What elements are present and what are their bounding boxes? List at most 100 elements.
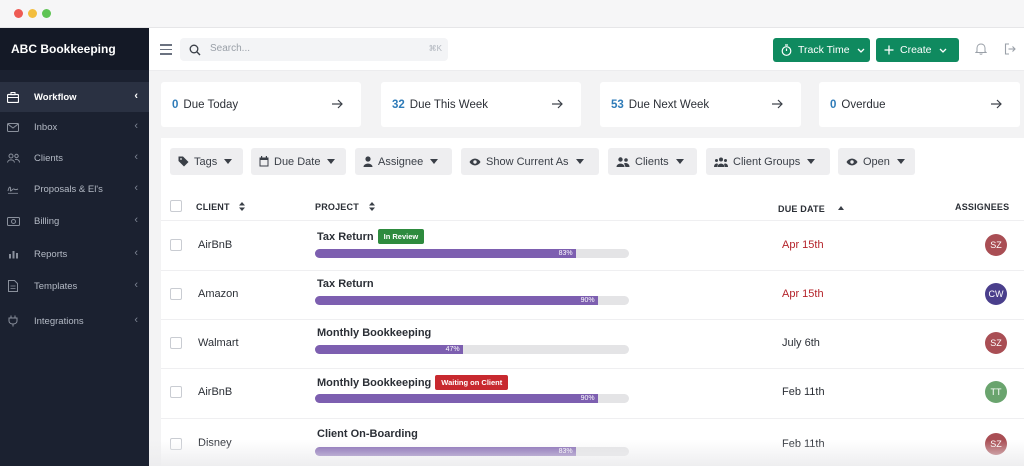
arrow-right-icon[interactable]: [327, 94, 347, 114]
due-date: Apr 15th: [782, 288, 824, 300]
row-checkbox[interactable]: [170, 386, 182, 398]
project-name[interactable]: Tax Return In Review: [317, 229, 425, 244]
project-name[interactable]: Monthly Bookkeeping Waiting on Client: [317, 375, 509, 390]
column-header-label: PROJECT: [315, 202, 359, 212]
column-header-project[interactable]: PROJECT: [315, 202, 375, 213]
summary-card-due-today[interactable]: 0 Due Today: [161, 82, 361, 127]
summary-card-due-next-week[interactable]: 53 Due Next Week: [600, 82, 801, 127]
arrow-right-icon[interactable]: [986, 94, 1006, 114]
maximize-window-button[interactable]: [42, 9, 51, 18]
sidebar-item-label: Clients: [34, 152, 64, 164]
summary-label: Overdue: [841, 98, 886, 111]
sidebar-item-label: Billing: [34, 215, 60, 227]
sidebar-item-label: Workflow: [34, 91, 77, 103]
avatar[interactable]: SZ: [985, 234, 1007, 256]
arrow-right-icon[interactable]: [547, 94, 567, 114]
logout-icon[interactable]: [1004, 42, 1016, 60]
select-all-checkbox[interactable]: [170, 200, 182, 212]
sort-icon: [239, 202, 246, 213]
summary-count: 32: [392, 98, 405, 111]
client-name[interactable]: Disney: [198, 437, 232, 449]
menu-icon[interactable]: [160, 44, 172, 55]
stopwatch-icon: [781, 44, 792, 56]
progress-label: 90%: [580, 297, 595, 304]
filter-label: Open: [863, 155, 890, 168]
summary-label: Due Today: [183, 98, 239, 111]
due-date: July 6th: [782, 337, 820, 349]
progress-fill: 90%: [315, 296, 598, 305]
sidebar-item-reports[interactable]: Reports ‹: [0, 239, 149, 269]
avatar[interactable]: SZ: [985, 433, 1007, 455]
avatar[interactable]: SZ: [985, 332, 1007, 354]
sidebar-item-templates[interactable]: Templates ‹: [0, 271, 149, 301]
filter-due-date[interactable]: Due Date: [251, 148, 346, 175]
tag-icon: [178, 156, 189, 167]
project-name[interactable]: Monthly Bookkeeping: [317, 327, 431, 339]
sidebar-item-label: Inbox: [34, 121, 58, 133]
close-window-button[interactable]: [14, 9, 23, 18]
plus-icon: [884, 45, 894, 55]
table-row[interactable]: Disney Client On-Boarding 83% Feb 11th S…: [161, 418, 1024, 466]
mail-icon: [6, 120, 20, 134]
filter-tags[interactable]: Tags: [170, 148, 243, 175]
client-name[interactable]: AirBnB: [198, 386, 233, 398]
file-icon: [6, 279, 20, 293]
sort-ascending-icon: [837, 202, 844, 212]
chevron-left-icon: ‹: [134, 90, 138, 102]
progress-label: 83%: [558, 448, 573, 455]
sidebar-item-inbox[interactable]: Inbox ‹: [0, 112, 149, 142]
sidebar-item-billing[interactable]: Billing ‹: [0, 206, 149, 236]
search-input[interactable]: Search... ⌘K: [180, 38, 448, 61]
filter-clients[interactable]: Clients: [608, 148, 697, 175]
column-header-label: DUE DATE: [778, 204, 825, 214]
client-name[interactable]: Amazon: [198, 288, 239, 300]
sidebar-item-integrations[interactable]: Integrations ‹: [0, 306, 149, 336]
column-header-client[interactable]: CLIENT: [196, 202, 246, 213]
filter-label: Show Current As: [486, 155, 569, 168]
summary-card-due-this-week[interactable]: 32 Due This Week: [381, 82, 581, 127]
client-name[interactable]: AirBnB: [198, 239, 233, 251]
row-checkbox[interactable]: [170, 438, 182, 450]
sort-icon: [368, 202, 375, 213]
avatar[interactable]: CW: [985, 283, 1007, 305]
project-title: Monthly Bookkeeping: [317, 377, 432, 389]
filter-show-current-as[interactable]: Show Current As: [461, 148, 599, 175]
row-checkbox[interactable]: [170, 337, 182, 349]
table-row[interactable]: Walmart Monthly Bookkeeping 47% July 6th…: [161, 319, 1024, 368]
column-header-assignees[interactable]: ASSIGNEES: [955, 202, 1009, 212]
track-time-button[interactable]: Track Time: [773, 38, 870, 62]
sidebar-item-label: Proposals & El's: [34, 183, 103, 195]
minimize-window-button[interactable]: [28, 9, 37, 18]
sidebar: ABC Bookkeeping Workflow ‹ Inbox ‹ Clien…: [0, 28, 149, 466]
column-header-due-date[interactable]: DUE DATE: [778, 202, 844, 214]
progress-label: 90%: [580, 395, 595, 402]
table-row[interactable]: AirBnB Tax Return In Review 83% Apr 15th …: [161, 221, 1024, 270]
table-row[interactable]: Amazon Tax Return 90% Apr 15th CW: [161, 270, 1024, 319]
arrow-right-icon[interactable]: [767, 94, 787, 114]
client-name[interactable]: Walmart: [198, 337, 239, 349]
progress-fill: 47%: [315, 345, 463, 354]
sidebar-item-workflow[interactable]: Workflow ‹: [0, 82, 149, 112]
filter-open[interactable]: Open: [838, 148, 915, 175]
project-name[interactable]: Tax Return: [317, 278, 374, 290]
divider: [161, 319, 1024, 320]
avatar[interactable]: TT: [985, 381, 1007, 403]
project-name[interactable]: Client On-Boarding: [317, 428, 418, 440]
summary-card-overdue[interactable]: 0 Overdue: [819, 82, 1020, 127]
bell-icon[interactable]: [974, 42, 988, 60]
create-button[interactable]: Create: [876, 38, 959, 62]
divider: [161, 368, 1024, 369]
sidebar-item-proposals[interactable]: Proposals & El's ‹: [0, 174, 149, 204]
caret-down-icon: [896, 159, 905, 164]
sidebar-item-clients[interactable]: Clients ‹: [0, 143, 149, 173]
table-row[interactable]: AirBnB Monthly Bookkeeping Waiting on Cli…: [161, 368, 1024, 417]
divider: [161, 270, 1024, 271]
progress-bar: 83%: [315, 249, 629, 258]
row-checkbox[interactable]: [170, 239, 182, 251]
progress-fill: 83%: [315, 447, 576, 456]
summary-count: 0: [172, 98, 179, 111]
filter-assignee[interactable]: Assignee: [355, 148, 452, 175]
row-checkbox[interactable]: [170, 288, 182, 300]
filter-label: Clients: [635, 155, 669, 168]
filter-client-groups[interactable]: Client Groups: [706, 148, 830, 175]
